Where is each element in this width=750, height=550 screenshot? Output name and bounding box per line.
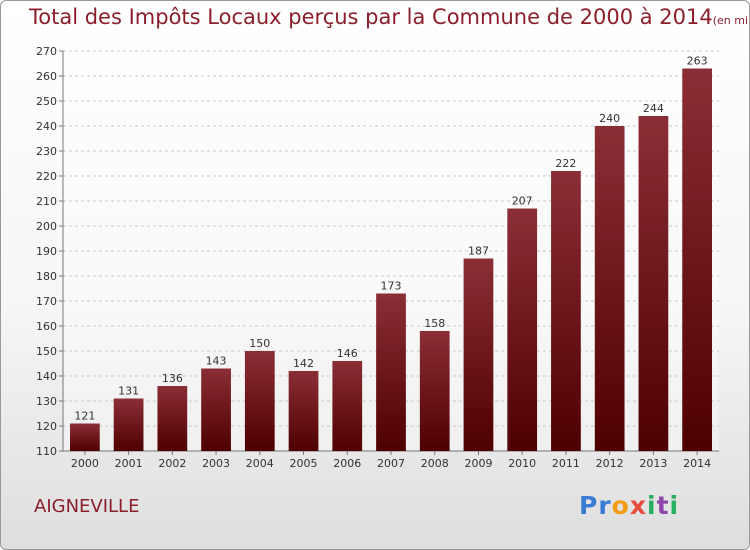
logo-letter: o (611, 491, 630, 520)
y-tick-label: 180 (36, 270, 57, 283)
bar-2000 (69, 423, 100, 451)
x-tick-label-2012: 2012 (596, 457, 624, 470)
x-tick-label-2007: 2007 (377, 457, 405, 470)
data-label-2009: 187 (468, 245, 489, 258)
x-tick-label-2008: 2008 (421, 457, 449, 470)
y-tick-label: 140 (36, 370, 57, 383)
data-label-2007: 173 (381, 280, 402, 293)
data-label-2001: 131 (118, 385, 139, 398)
x-tick-label-2013: 2013 (639, 457, 667, 470)
data-label-2006: 146 (337, 347, 358, 360)
bar-2003 (201, 368, 231, 451)
data-label-2011: 222 (555, 157, 576, 170)
x-tick-label-2006: 2006 (333, 457, 361, 470)
x-tick-label-2009: 2009 (464, 457, 492, 470)
logo-letter: t (656, 491, 670, 520)
proxiti-logo: Proxiti (579, 491, 679, 520)
x-tick-label-2002: 2002 (158, 457, 186, 470)
y-tick-label: 120 (36, 420, 57, 433)
data-label-2008: 158 (424, 317, 445, 330)
y-tick-label: 210 (36, 195, 57, 208)
bar-2013 (638, 116, 669, 451)
data-label-2005: 142 (293, 357, 314, 370)
x-tick-label-2000: 2000 (71, 457, 99, 470)
title-text: Total des Impôts Locaux perçus par la Co… (29, 5, 713, 29)
data-label-2002: 136 (162, 372, 183, 385)
x-tick-label-2014: 2014 (683, 457, 711, 470)
data-label-2004: 150 (249, 337, 270, 350)
bar-2014 (682, 68, 713, 451)
bar-2004 (244, 351, 275, 451)
logo-letter: P (579, 491, 599, 520)
chart-title: Total des Impôts Locaux perçus par la Co… (29, 5, 749, 29)
bar-2012 (594, 126, 625, 451)
commune-name: AIGNEVILLE (34, 496, 140, 517)
y-tick-label: 260 (36, 70, 57, 83)
data-label-2012: 240 (599, 112, 620, 125)
y-tick-label: 200 (36, 220, 57, 233)
y-tick-label: 220 (36, 170, 57, 183)
x-tick-label-2010: 2010 (508, 457, 536, 470)
data-label-2013: 244 (643, 102, 664, 115)
bar-2007 (376, 293, 406, 451)
y-tick-label: 190 (36, 245, 57, 258)
logo-letter: i (647, 491, 657, 520)
y-tick-label: 130 (36, 395, 57, 408)
y-tick-label: 110 (36, 445, 57, 458)
title-unit: (en milliers d'€) (712, 14, 749, 27)
x-tick-label-2001: 2001 (115, 457, 143, 470)
bar-2011 (551, 171, 581, 451)
bar-2010 (507, 208, 538, 451)
bar-2005 (288, 371, 319, 451)
y-tick-label: 230 (36, 145, 57, 158)
y-tick-label: 240 (36, 120, 57, 133)
logo-letter: x (629, 491, 647, 520)
bar-2008 (419, 331, 450, 451)
y-tick-label: 150 (36, 345, 57, 358)
y-tick-label: 270 (36, 45, 57, 58)
x-tick-label-2004: 2004 (246, 457, 274, 470)
bar-2009 (463, 258, 494, 451)
y-tick-label: 250 (36, 95, 57, 108)
data-label-2000: 121 (74, 410, 95, 423)
y-tick-label: 160 (36, 320, 57, 333)
logo-letter: r (598, 491, 612, 520)
bar-2001 (113, 398, 144, 451)
bar-2006 (332, 361, 363, 451)
data-label-2014: 263 (687, 55, 708, 68)
x-tick-label-2005: 2005 (290, 457, 318, 470)
x-tick-label-2003: 2003 (202, 457, 230, 470)
logo-letter: i (669, 491, 680, 520)
data-label-2010: 207 (512, 195, 533, 208)
x-tick-label-2011: 2011 (552, 457, 580, 470)
data-label-2003: 143 (206, 355, 227, 368)
y-tick-label: 170 (36, 295, 57, 308)
bar-2002 (157, 386, 188, 451)
